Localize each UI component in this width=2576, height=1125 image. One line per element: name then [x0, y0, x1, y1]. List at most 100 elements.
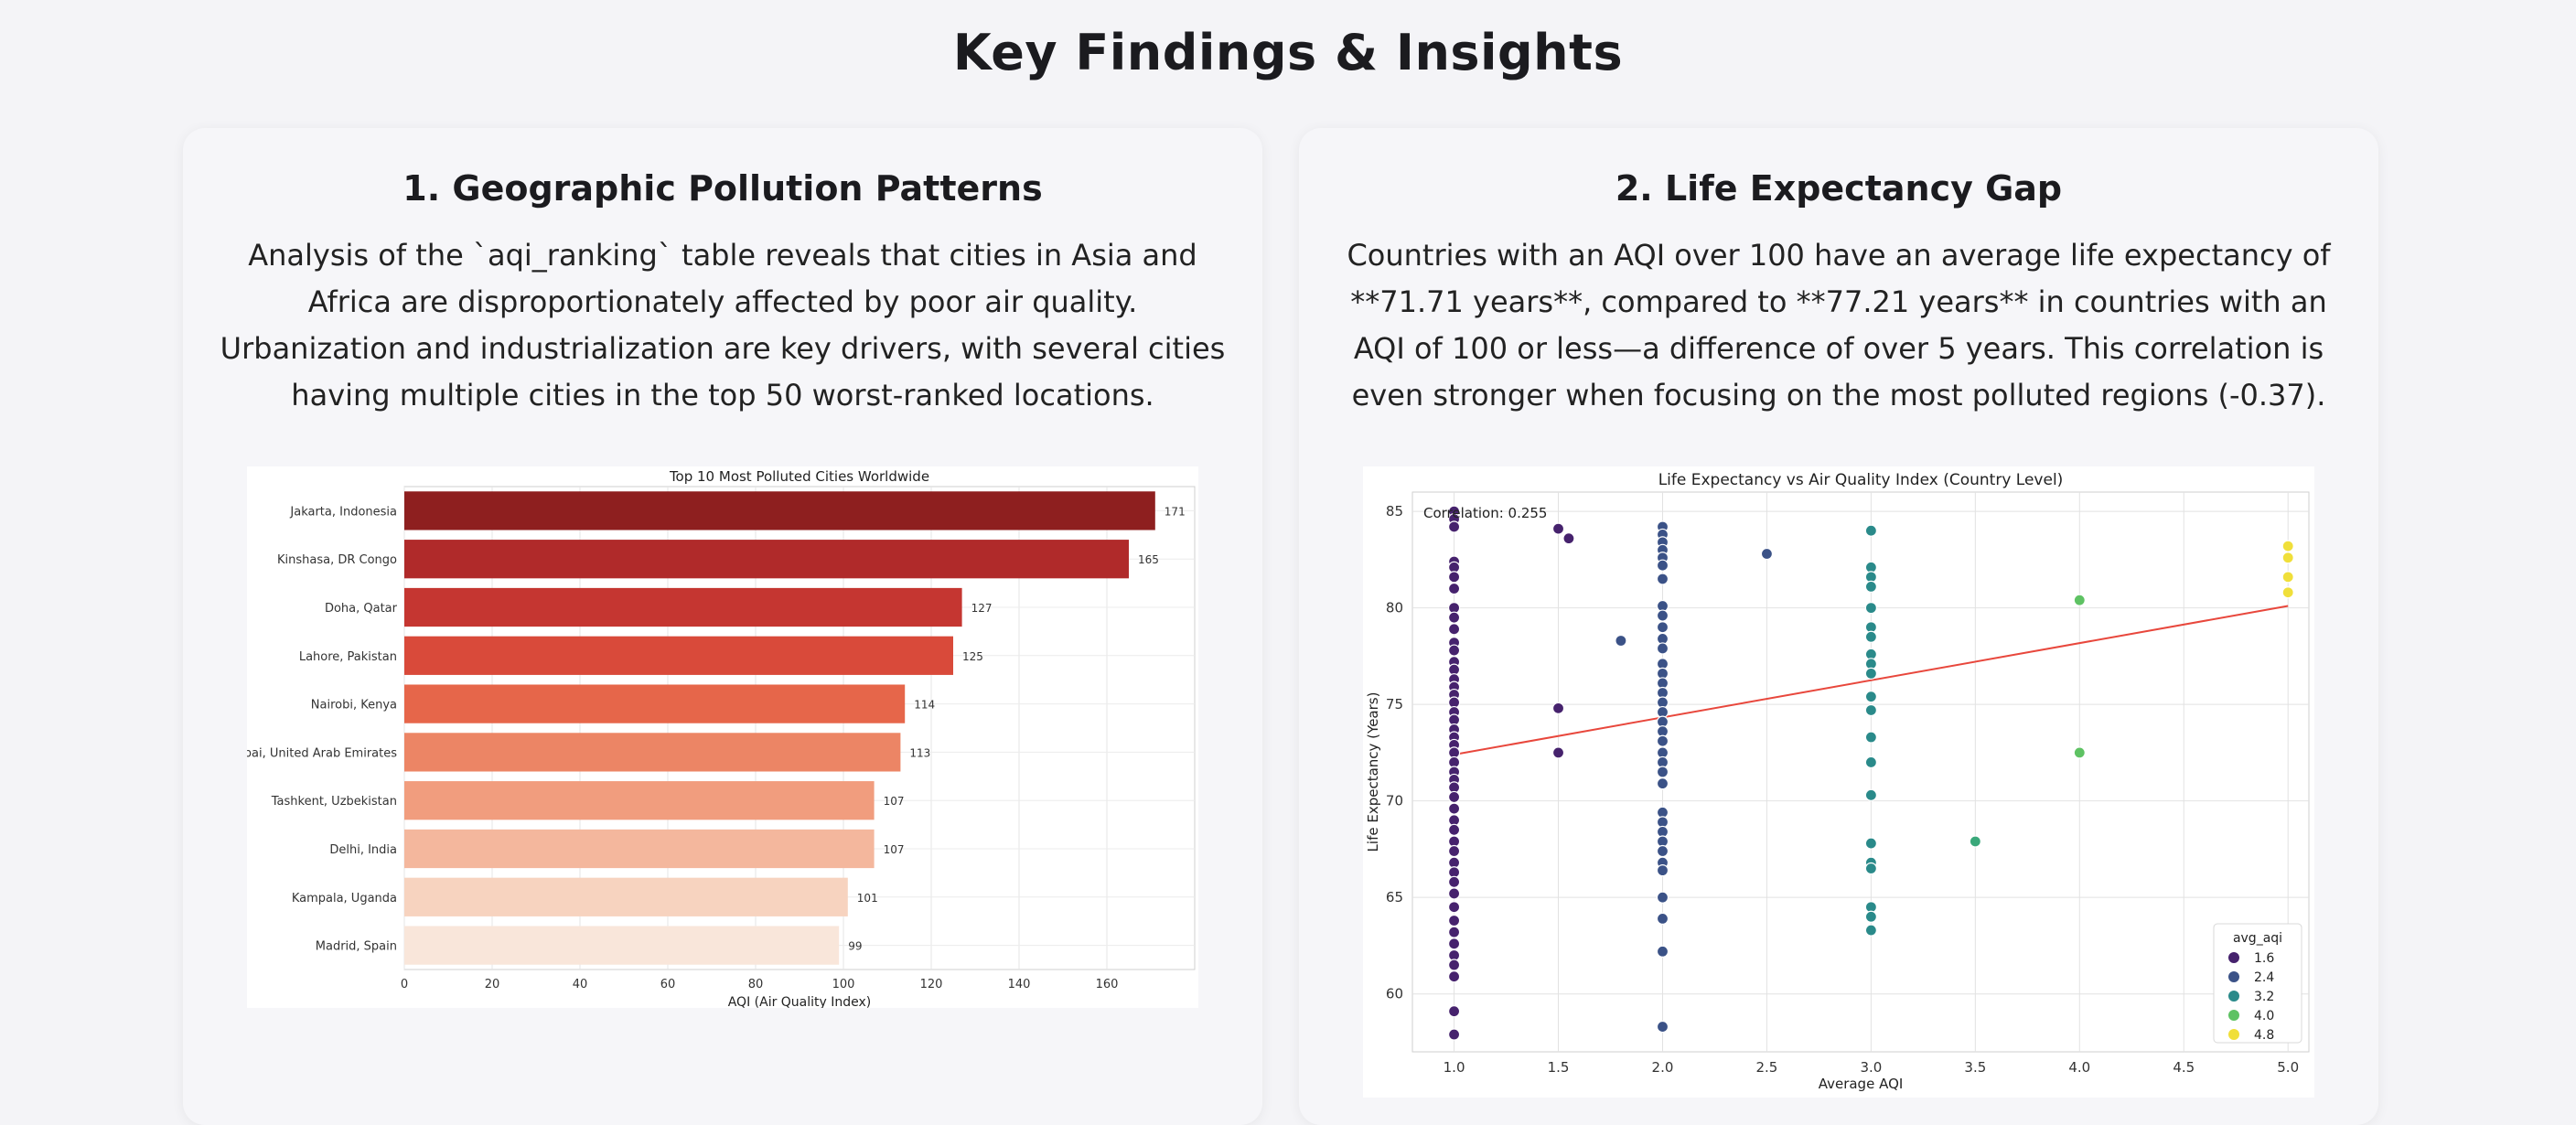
legend-label: 4.0 [2254, 1009, 2274, 1023]
bar [404, 829, 875, 869]
x-axis-label: Average AQI [1819, 1076, 1904, 1092]
x-tick-label: 120 [920, 978, 943, 991]
legend-marker [2228, 1029, 2239, 1040]
y-tick-label: 80 [1386, 600, 1403, 616]
x-tick-label: 80 [748, 978, 764, 991]
y-tick-label: Delhi, India [329, 843, 397, 857]
scatter-point [1864, 691, 1877, 703]
scatter-point [1864, 580, 1877, 594]
scatter-point [1656, 844, 1669, 858]
plot-area [1411, 491, 2310, 1053]
scatter-point [1447, 875, 1461, 888]
x-tick-label: 1.5 [1548, 1059, 1570, 1076]
scatter-point [1656, 777, 1669, 790]
scatter-point [1864, 910, 1877, 923]
scatter-chart: 1.0 1.5 2.0 2.5 3.0 3.5 4.0 4.5 5.0 60 65 70 75 80 85 C… [1365, 471, 2310, 1092]
x-tick-label: 1.0 [1444, 1059, 1465, 1076]
bar [404, 636, 953, 675]
legend-title: avg_aqi [2233, 931, 2282, 946]
scatter-point [1656, 864, 1669, 877]
x-tick-label: 160 [1096, 978, 1119, 991]
y-tick-label: Lahore, Pakistan [299, 650, 397, 664]
x-tick-label: 3.5 [1964, 1059, 1986, 1076]
scatter-point [1447, 887, 1461, 900]
y-tick-label: Doha, Qatar [325, 602, 398, 616]
x-tick-label: 3.0 [1860, 1059, 1882, 1076]
scatter-point [2281, 552, 2294, 564]
bar-value-label: 165 [1138, 553, 1159, 566]
scatter-point [2281, 586, 2294, 599]
bar [404, 587, 962, 627]
bar [404, 926, 840, 965]
bar-value-label: 113 [909, 746, 930, 759]
y-tick-label: Kampala, Uganda [292, 892, 397, 905]
legend-marker [2228, 991, 2239, 1002]
scatter-point [1615, 634, 1627, 648]
y-tick-label: 60 [1386, 986, 1403, 1002]
x-tick-label: 40 [573, 978, 588, 991]
scatter-point [1864, 524, 1877, 537]
bar-value-label: 99 [848, 940, 862, 953]
scatter-point [1447, 644, 1461, 657]
scatter-point [1864, 788, 1877, 801]
scatter-point [1760, 547, 1774, 561]
bar-value-label: 127 [971, 602, 993, 615]
scatter-point [1864, 731, 1877, 744]
x-tick-label: 4.5 [2173, 1059, 2195, 1076]
legend-label: 2.4 [2254, 970, 2274, 985]
x-tick-label: 2.5 [1756, 1059, 1778, 1076]
scatter-point [1656, 912, 1669, 925]
bar-value-label: 101 [857, 892, 878, 905]
y-tick-label: Kinshasa, DR Congo [277, 553, 397, 567]
legend-marker [2228, 952, 2239, 963]
y-tick-label: 85 [1386, 503, 1403, 520]
y-tick-label: Madrid, Spain [316, 940, 397, 954]
scatter-point [1656, 559, 1669, 572]
scatter-point [1447, 1028, 1461, 1041]
trendline [1454, 605, 2289, 755]
scatter-point [1656, 573, 1669, 585]
scatter-point [1447, 790, 1461, 804]
scatter-point [1864, 602, 1877, 615]
scatter-point [1551, 522, 1565, 535]
scatter-point [1447, 582, 1461, 595]
scatter-point [1656, 621, 1669, 634]
bar-value-label: 125 [962, 650, 983, 663]
scatter-point [1447, 571, 1461, 584]
scatter-point [2281, 540, 2294, 552]
x-tick-label: 5.0 [2277, 1059, 2299, 1076]
scatter-point [1656, 609, 1669, 622]
x-tick-label: 140 [1008, 978, 1031, 991]
legend-label: 1.6 [2254, 951, 2274, 966]
bar-value-label: 107 [884, 843, 905, 856]
scatter-point [1969, 835, 1981, 848]
correlation-annotation: Correlation: 0.255 [1423, 505, 1547, 521]
scatter-point [1447, 959, 1461, 971]
scatter-point [1864, 630, 1877, 643]
legend-label: 4.8 [2254, 1028, 2274, 1043]
bar [404, 540, 1129, 579]
chart-title: Life Expectancy vs Air Quality Index (Co… [1658, 471, 2064, 489]
scatter-point [1864, 837, 1877, 850]
y-tick-label: Jakarta, Indonesia [289, 505, 397, 519]
y-tick-label: 70 [1386, 793, 1403, 809]
bar-value-label: 171 [1165, 505, 1186, 518]
bar-chart: 0 20 40 60 80 100 120 140 160 Jakarta, Indonesia 1… [228, 468, 1196, 1010]
card-heading: 2. Life Expectancy Gap [1615, 168, 2063, 209]
scatter-point [1864, 703, 1877, 717]
finding-card-life-expectancy: 2. Life Expectancy Gap Countries with an… [1299, 128, 2378, 1125]
y-tick-label: 65 [1386, 889, 1403, 905]
bar [404, 877, 848, 916]
scatter-chart-container: 1.0 1.5 2.0 2.5 3.0 3.5 4.0 4.5 5.0 60 65 70 75 80 85 C… [1363, 466, 2314, 1098]
scatter-point [1562, 532, 1575, 545]
y-tick-label: Tashkent, Uzbekistan [271, 795, 397, 809]
x-tick-label: 4.0 [2068, 1059, 2090, 1076]
scatter-point [1656, 642, 1669, 655]
page-title: Key Findings & Insights [952, 24, 1624, 81]
scatter-point [1656, 1020, 1669, 1034]
scatter-point [1447, 970, 1461, 983]
scatter-point [1656, 945, 1669, 958]
scatter-point [1864, 755, 1877, 769]
bar [404, 733, 901, 772]
scatter-point [1447, 623, 1461, 636]
